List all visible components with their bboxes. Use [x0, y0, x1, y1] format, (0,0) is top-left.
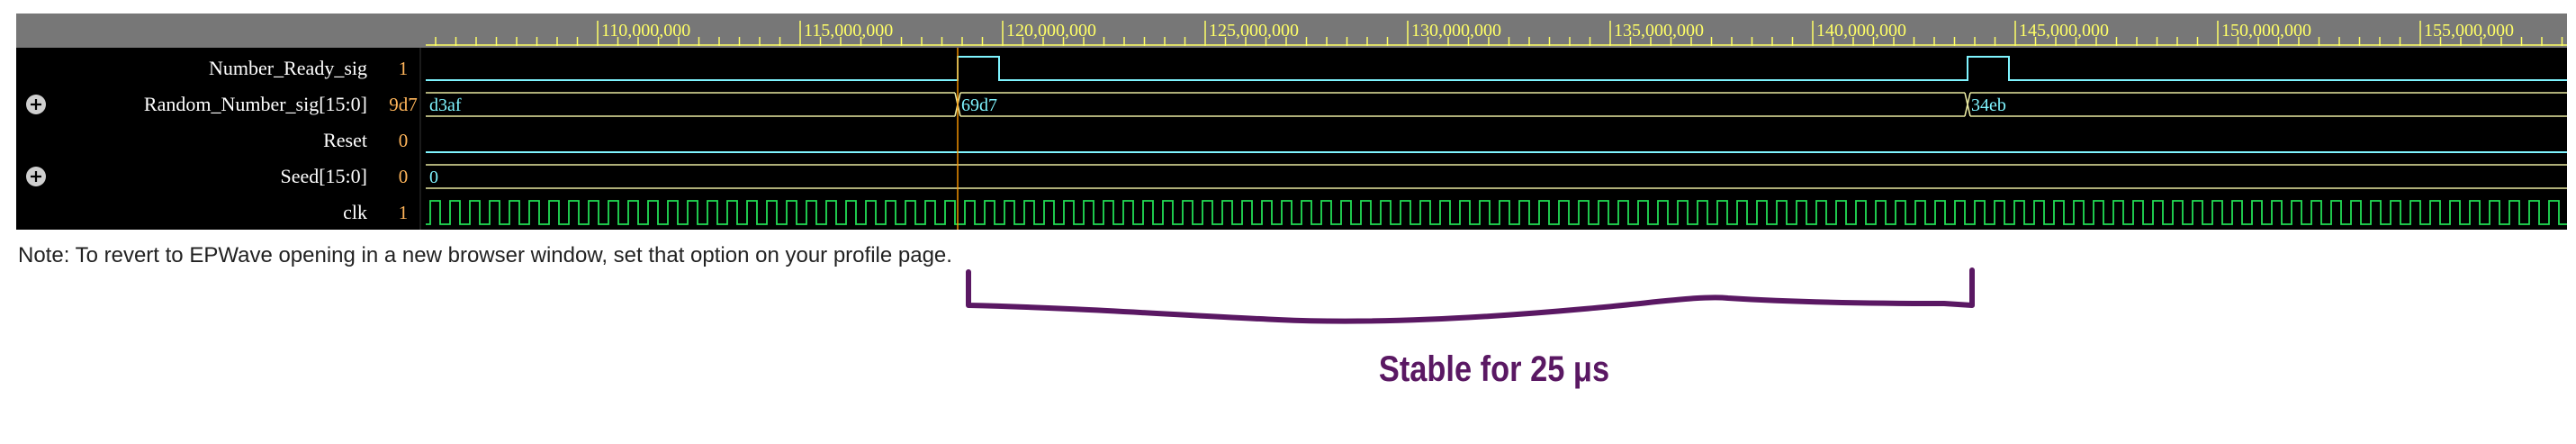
waveform-canvas[interactable]: 110,000,000 115,000,000 120,000,000 125,000…	[16, 14, 2567, 230]
signal-value: 1	[399, 202, 409, 223]
expand-plus-icon	[31, 99, 41, 110]
signal-name-clk[interactable]: clk	[343, 201, 367, 223]
timeline-tick-label: 135,000,000	[1614, 21, 1704, 41]
timeline-tick-label: 150,000,000	[2221, 21, 2311, 41]
stable-duration-label: Stable for 25 μs	[1378, 349, 1610, 389]
timeline-tick-label: 140,000,000	[1816, 21, 1906, 41]
timeline-tick-label: 145,000,000	[2019, 21, 2109, 41]
expand-plus-icon	[31, 171, 41, 182]
profile-note: Note: To revert to EPWave opening in a n…	[18, 243, 952, 267]
signal-name-reset[interactable]: Reset	[323, 129, 367, 151]
timeline-tick-label: 115,000,000	[804, 21, 893, 41]
clock-waveform[interactable]	[426, 200, 2567, 225]
bus-value-label: d3af	[429, 95, 462, 115]
bus-value-label: 69d7	[961, 95, 997, 115]
signal-value: 9d7	[389, 94, 418, 115]
signal-name-number-ready-sig[interactable]: Number_Ready_sig	[209, 57, 367, 79]
timeline-tick-label: 125,000,000	[1209, 21, 1299, 41]
timeline-header[interactable]	[16, 14, 2567, 48]
bus-value-label: 34eb	[1971, 95, 2006, 115]
signal-value: 0	[399, 166, 409, 187]
signal-value: 1	[399, 58, 409, 79]
signal-value: 0	[399, 130, 409, 151]
timeline-tick-label: 130,000,000	[1411, 21, 1501, 41]
timeline-tick-label: 155,000,000	[2424, 21, 2514, 41]
signal-name-seed-15-0-[interactable]: Seed[15:0]	[280, 165, 367, 187]
timeline-tick-label: 120,000,000	[1006, 21, 1096, 41]
stable-interval-brace	[966, 267, 1975, 324]
bus-waveform[interactable]	[426, 164, 2567, 189]
waveform-viewer[interactable]: 110,000,000 115,000,000 120,000,000 125,000…	[16, 14, 2567, 230]
bus-value-label: 0	[429, 168, 438, 187]
signal-name-random-number-sig-15-0-[interactable]: Random_Number_sig[15:0]	[144, 93, 367, 115]
waveform-background	[16, 48, 2567, 230]
timeline-tick-label: 110,000,000	[601, 21, 690, 41]
